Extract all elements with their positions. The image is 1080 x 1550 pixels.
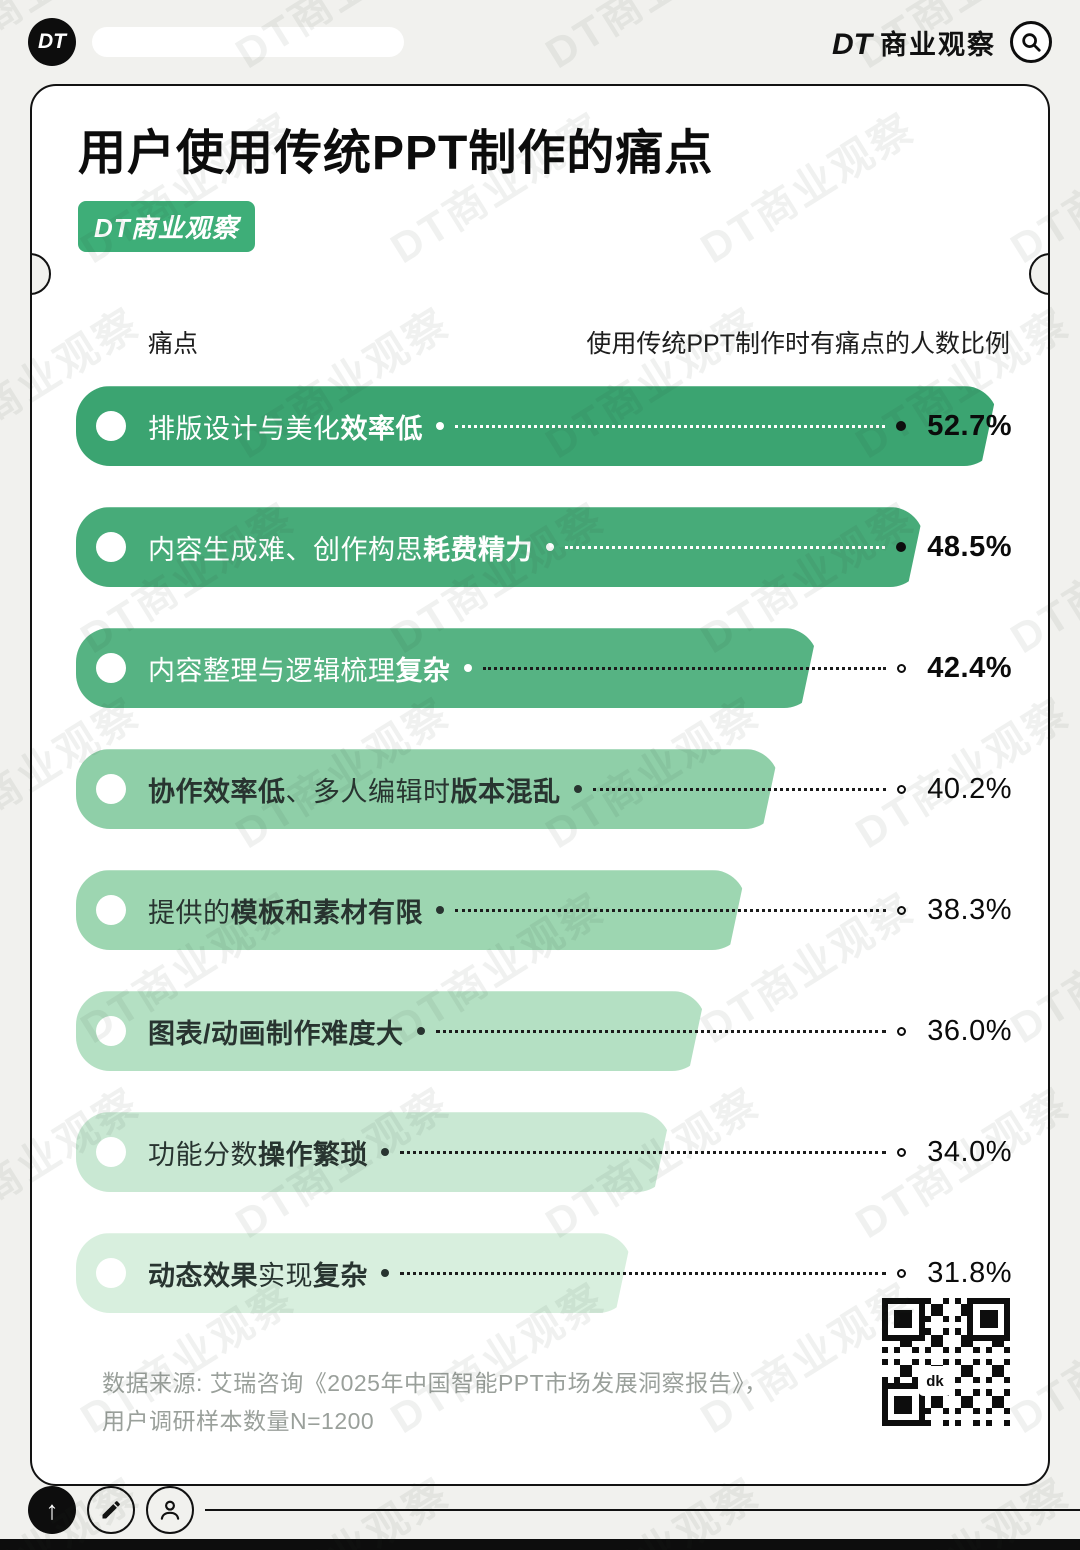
bullet-circle [96, 1137, 126, 1168]
up-arrow-icon: ↑ [45, 1494, 59, 1525]
leader-end-dot [897, 663, 906, 673]
leader-end-dot [897, 1026, 906, 1036]
leader-start-dot [573, 785, 582, 794]
bar-label: 提供的模板和素材有限 [148, 897, 423, 928]
brand-dt-text: DT [832, 27, 872, 61]
header-pill[interactable] [92, 27, 404, 57]
leader-line [565, 545, 885, 549]
bar-chart: 排版设计与美化效率低 52.7% 内容生成难、创作构思耗费精力 48.5% 内容… [76, 386, 1012, 1313]
leader-end-dot [897, 1147, 906, 1157]
bar-label: 排版设计与美化效率低 [148, 413, 423, 444]
page-title: 用户使用传统PPT制作的痛点 [78, 127, 714, 180]
leader-line [400, 1271, 886, 1275]
leader-start-dot [416, 1027, 425, 1036]
dt-logo-text: DT [38, 30, 66, 53]
bar-row-content: 内容生成难、创作构思耗费精力 48.5% [76, 507, 1012, 587]
title-section: 用户使用传统PPT制作的痛点 DT商业观察 [32, 86, 1048, 280]
source-line-1: 数据来源: 艾瑞咨询《2025年中国智能PPT市场发展洞察报告》， [102, 1370, 768, 1397]
table-row: 提供的模板和素材有限 38.3% [76, 870, 1012, 950]
leader-start-dot [381, 1148, 389, 1157]
column-header-painpoint: 痛点 [148, 330, 199, 359]
bar-label: 功能分数操作繁琐 [148, 1139, 368, 1170]
bar-label: 内容整理与逻辑梳理复杂 [148, 655, 451, 686]
bar-row-content: 内容整理与逻辑梳理复杂 42.4% [76, 628, 1012, 708]
bar-row-content: 提供的模板和素材有限 38.3% [76, 870, 1012, 950]
table-row: 图表/动画制作难度大 36.0% [76, 991, 1012, 1071]
search-button[interactable] [1010, 21, 1052, 63]
leader-line [592, 787, 886, 791]
bullet-circle [96, 411, 126, 442]
profile-button[interactable] [146, 1486, 194, 1534]
bar-row-content: 排版设计与美化效率低 52.7% [76, 386, 1012, 466]
bar-row-content: 功能分数操作繁琐 34.0% [76, 1112, 1012, 1192]
leader-start-dot [546, 543, 554, 552]
bar-label: 图表/动画制作难度大 [148, 1018, 404, 1049]
pencil-icon [99, 1498, 123, 1522]
leader-line [455, 424, 885, 428]
top-header: DT DT 商业观察 [28, 16, 1052, 68]
bar-value: 34.0% [927, 1135, 1012, 1168]
bar-label: 协作效率低、多人编辑时版本混乱 [148, 776, 561, 807]
bar-label: 动态效果实现复杂 [148, 1260, 368, 1291]
leader-line [482, 666, 886, 670]
data-source-note: 数据来源: 艾瑞咨询《2025年中国智能PPT市场发展洞察报告》， 用户调研样本… [102, 1365, 1012, 1441]
bullet-circle [96, 532, 126, 563]
bar-value: 36.0% [927, 1014, 1012, 1047]
bar-row-content: 图表/动画制作难度大 36.0% [76, 991, 1012, 1071]
qr-center-label: dk [918, 1366, 952, 1396]
qr-code: dk [882, 1298, 1010, 1426]
bullet-circle [96, 1016, 126, 1047]
chart-section: 痛点 使用传统PPT制作时有痛点的人数比例 排版设计与美化效率低 52.7% 内… [32, 280, 1048, 1441]
table-row: 内容整理与逻辑梳理复杂 42.4% [76, 628, 1012, 708]
leader-line [435, 1029, 886, 1033]
column-headers: 痛点 使用传统PPT制作时有痛点的人数比例 [76, 324, 1010, 360]
bottom-toolbar: ↑ [28, 1486, 1080, 1534]
bar-row-content: 协作效率低、多人编辑时版本混乱 40.2% [76, 749, 1012, 829]
edit-button[interactable] [87, 1486, 135, 1534]
bar-row-content: 动态效果实现复杂 31.8% [76, 1233, 1012, 1313]
bar-value: 38.3% [927, 893, 1012, 926]
leader-end-dot [896, 421, 906, 432]
bar-label: 内容生成难、创作构思耗费精力 [148, 534, 533, 565]
brand-badge: DT商业观察 [78, 201, 255, 253]
bottom-black-strip [0, 1539, 1080, 1550]
infographic-card: 用户使用传统PPT制作的痛点 DT商业观察 痛点 使用传统PPT制作时有痛点的人… [30, 84, 1050, 1486]
table-row: 功能分数操作繁琐 34.0% [76, 1112, 1012, 1192]
column-header-ratio: 使用传统PPT制作时有痛点的人数比例 [586, 330, 1010, 359]
person-icon [157, 1497, 183, 1523]
leader-end-dot [897, 1268, 906, 1278]
leader-end-dot [897, 905, 906, 915]
leader-line [400, 1150, 886, 1154]
bar-value: 40.2% [927, 772, 1012, 805]
leader-start-dot [436, 906, 444, 915]
leader-line [455, 908, 886, 912]
bullet-circle [96, 653, 126, 684]
bar-value: 52.7% [927, 409, 1012, 442]
qr-pattern [882, 1298, 1010, 1426]
bar-value: 42.4% [927, 651, 1012, 684]
leader-end-dot [896, 542, 906, 553]
leader-start-dot [381, 1269, 389, 1278]
table-row: 内容生成难、创作构思耗费精力 48.5% [76, 507, 1012, 587]
bullet-circle [96, 1258, 126, 1289]
scroll-top-button[interactable]: ↑ [28, 1486, 76, 1534]
table-row: 协作效率低、多人编辑时版本混乱 40.2% [76, 749, 1012, 829]
table-row: 动态效果实现复杂 31.8% [76, 1233, 1012, 1313]
bar-value: 31.8% [927, 1256, 1012, 1289]
bar-value: 48.5% [927, 530, 1012, 563]
search-icon [1020, 31, 1042, 53]
leader-start-dot [436, 422, 444, 431]
table-row: 排版设计与美化效率低 52.7% [76, 386, 1012, 466]
leader-start-dot [463, 664, 472, 673]
leader-end-dot [897, 784, 906, 794]
source-line-2: 用户调研样本数量N=1200 [102, 1408, 375, 1435]
bullet-circle [96, 774, 126, 805]
toolbar-divider-line [205, 1509, 1080, 1511]
brand-name-text: 商业观察 [880, 29, 996, 60]
dt-logo: DT [28, 18, 76, 66]
bullet-circle [96, 895, 126, 926]
brand-title: DT 商业观察 [832, 23, 996, 62]
